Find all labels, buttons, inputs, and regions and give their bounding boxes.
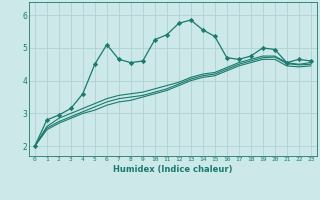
X-axis label: Humidex (Indice chaleur): Humidex (Indice chaleur) (113, 165, 233, 174)
